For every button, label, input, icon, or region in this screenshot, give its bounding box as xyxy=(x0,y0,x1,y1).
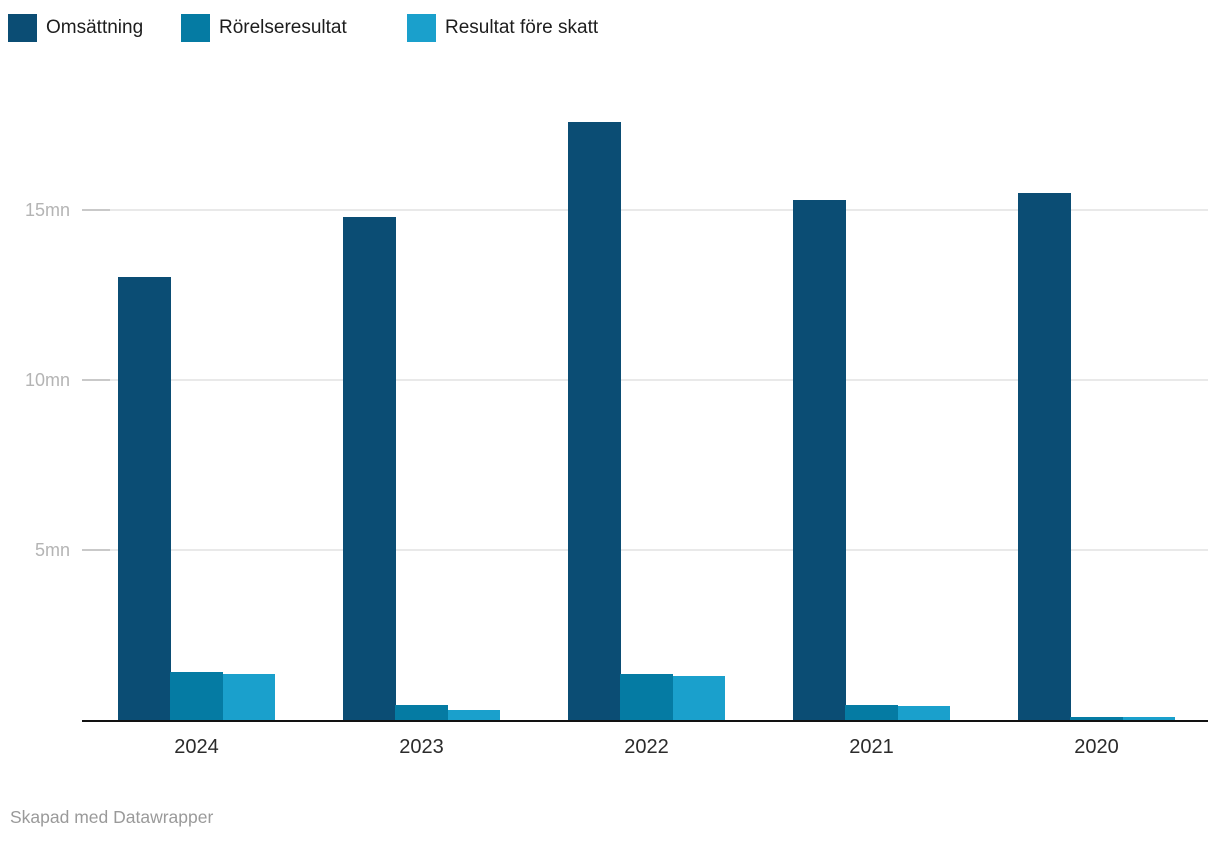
x-label-2020: 2020 xyxy=(1074,736,1119,758)
x-label-2021: 2021 xyxy=(849,736,894,758)
gridline-5mn xyxy=(82,549,1208,551)
bar-2022-resultat-fore-skatt[interactable] xyxy=(672,675,726,720)
bar-2024-resultat-fore-skatt[interactable] xyxy=(222,673,276,720)
legend-swatch-omsattning xyxy=(8,14,37,42)
legend-swatch-rorelseresultat xyxy=(181,14,210,42)
legend-item-rorelseresultat: Rörelseresultat xyxy=(181,14,347,42)
y-tick-label-5mn: 5mn xyxy=(34,540,70,560)
plot-area xyxy=(82,0,1208,720)
gridline-10mn xyxy=(82,379,1208,381)
bar-2024-rorelseresultat[interactable] xyxy=(170,672,224,720)
y-tick-label-15mn: 15mn xyxy=(24,200,70,220)
legend-label-resultat-fore-skatt: Resultat före skatt xyxy=(445,17,599,38)
bar-2021-rorelseresultat[interactable] xyxy=(845,704,899,720)
bar-2022-omsattning[interactable] xyxy=(568,121,621,720)
bar-2023-rorelseresultat[interactable] xyxy=(395,704,449,720)
credit-line: Skapad med Datawrapper xyxy=(10,807,214,827)
legend-label-rorelseresultat: Rörelseresultat xyxy=(219,17,347,38)
x-label-2022: 2022 xyxy=(624,736,669,758)
legend-item-omsattning: Omsättning xyxy=(8,14,143,42)
bar-2023-resultat-fore-skatt[interactable] xyxy=(447,709,501,720)
bar-2021-resultat-fore-skatt[interactable] xyxy=(897,706,951,720)
bar-2021-omsattning[interactable] xyxy=(793,199,846,720)
bar-2020-rorelseresultat[interactable] xyxy=(1070,716,1124,720)
y-tick-label-10mn: 10mn xyxy=(24,370,70,390)
bar-2020-omsattning[interactable] xyxy=(1018,193,1071,720)
x-axis-line xyxy=(82,720,1208,722)
gridline-15mn xyxy=(82,209,1208,211)
bar-2022-rorelseresultat[interactable] xyxy=(620,673,674,720)
bar-2023-omsattning[interactable] xyxy=(343,217,396,720)
x-label-2023: 2023 xyxy=(399,736,444,758)
legend-item-resultat-fore-skatt: Resultat före skatt xyxy=(407,14,598,42)
x-label-2024: 2024 xyxy=(174,736,219,758)
bar-2024-omsattning[interactable] xyxy=(118,276,171,720)
legend-label-omsattning: Omsättning xyxy=(46,17,144,38)
legend-swatch-resultat-fore-skatt xyxy=(407,14,436,42)
bar-2020-resultat-fore-skatt[interactable] xyxy=(1122,716,1176,720)
